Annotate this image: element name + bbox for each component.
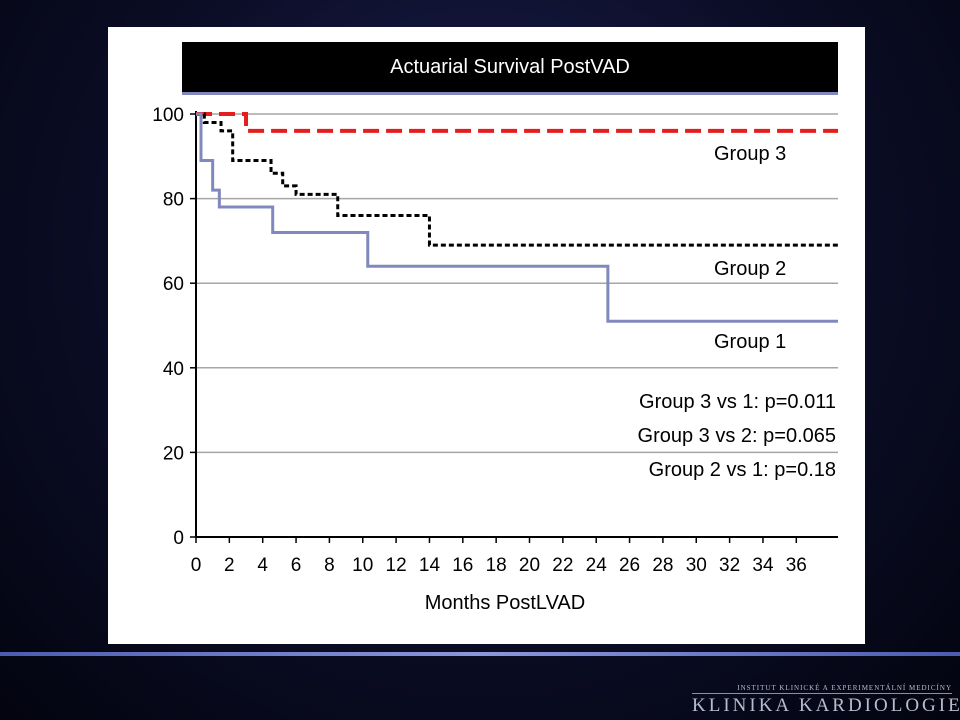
footer-divider bbox=[0, 652, 960, 656]
chart-title: Actuarial Survival PostVAD bbox=[390, 56, 630, 78]
title-bar-underline bbox=[182, 92, 838, 95]
x-tick-label: 16 bbox=[452, 555, 473, 576]
x-tick-label: 2 bbox=[224, 555, 235, 576]
institute-logo: INSTITUT KLINICKÉ A EXPERIMENTÁLNÍ MEDIC… bbox=[692, 684, 960, 717]
y-tick-label: 20 bbox=[163, 443, 184, 464]
x-tick-label: 28 bbox=[652, 555, 673, 576]
x-tick-label: 18 bbox=[486, 555, 507, 576]
x-tick-label: 10 bbox=[352, 555, 373, 576]
series-line-group-2 bbox=[196, 112, 838, 247]
y-tick-label: 60 bbox=[163, 274, 184, 295]
series-label-group-1: Group 1 bbox=[714, 331, 786, 353]
title-bar bbox=[182, 42, 838, 92]
series-line-group-1 bbox=[196, 112, 838, 323]
x-tick-label: 6 bbox=[291, 555, 302, 576]
x-tick-label: 8 bbox=[324, 555, 335, 576]
series-labels: Group 3 Group 2 Group 1 bbox=[714, 143, 786, 353]
series-line-group-3 bbox=[196, 112, 838, 133]
x-axis-label: Months PostLVAD bbox=[425, 592, 585, 614]
chart-panel: Actuarial Survival PostVAD 0 20 40 60 80 100 0… bbox=[108, 27, 865, 644]
series-label-group-2: Group 2 bbox=[714, 258, 786, 280]
y-tick-label: 0 bbox=[173, 528, 184, 549]
x-tick-label: 34 bbox=[752, 555, 774, 576]
institute-name: INSTITUT KLINICKÉ A EXPERIMENTÁLNÍ MEDIC… bbox=[692, 684, 952, 694]
department-name: KLINIKA KARDIOLOGIE bbox=[692, 695, 960, 716]
annotation-3-vs-2: Group 3 vs 2: p=0.065 bbox=[638, 425, 836, 447]
series-label-group-3: Group 3 bbox=[714, 143, 786, 165]
x-tick-label: 26 bbox=[619, 555, 640, 576]
grid bbox=[196, 113, 838, 454]
x-tick-label: 0 bbox=[191, 555, 202, 576]
x-tick-label: 32 bbox=[719, 555, 740, 576]
y-tick-label: 100 bbox=[152, 105, 184, 126]
x-tick-label: 14 bbox=[419, 555, 441, 576]
annotation-3-vs-1: Group 3 vs 1: p=0.011 bbox=[639, 391, 836, 413]
x-tick-label: 22 bbox=[552, 555, 573, 576]
x-tick-label: 12 bbox=[386, 555, 407, 576]
x-tick-label: 36 bbox=[786, 555, 807, 576]
x-tick-label: 4 bbox=[257, 555, 268, 576]
series-lines bbox=[196, 112, 838, 323]
x-tick-label: 30 bbox=[686, 555, 707, 576]
p-value-annotations: Group 3 vs 1: p=0.011 Group 3 vs 2: p=0.… bbox=[638, 391, 836, 481]
y-tick-label: 80 bbox=[163, 190, 184, 211]
x-tick-label: 24 bbox=[586, 555, 608, 576]
survival-chart: Actuarial Survival PostVAD 0 20 40 60 80 100 0… bbox=[152, 42, 838, 614]
y-tick-label: 40 bbox=[163, 359, 184, 380]
annotation-2-vs-1: Group 2 vs 1: p=0.18 bbox=[649, 459, 836, 481]
x-tick-label: 20 bbox=[519, 555, 540, 576]
